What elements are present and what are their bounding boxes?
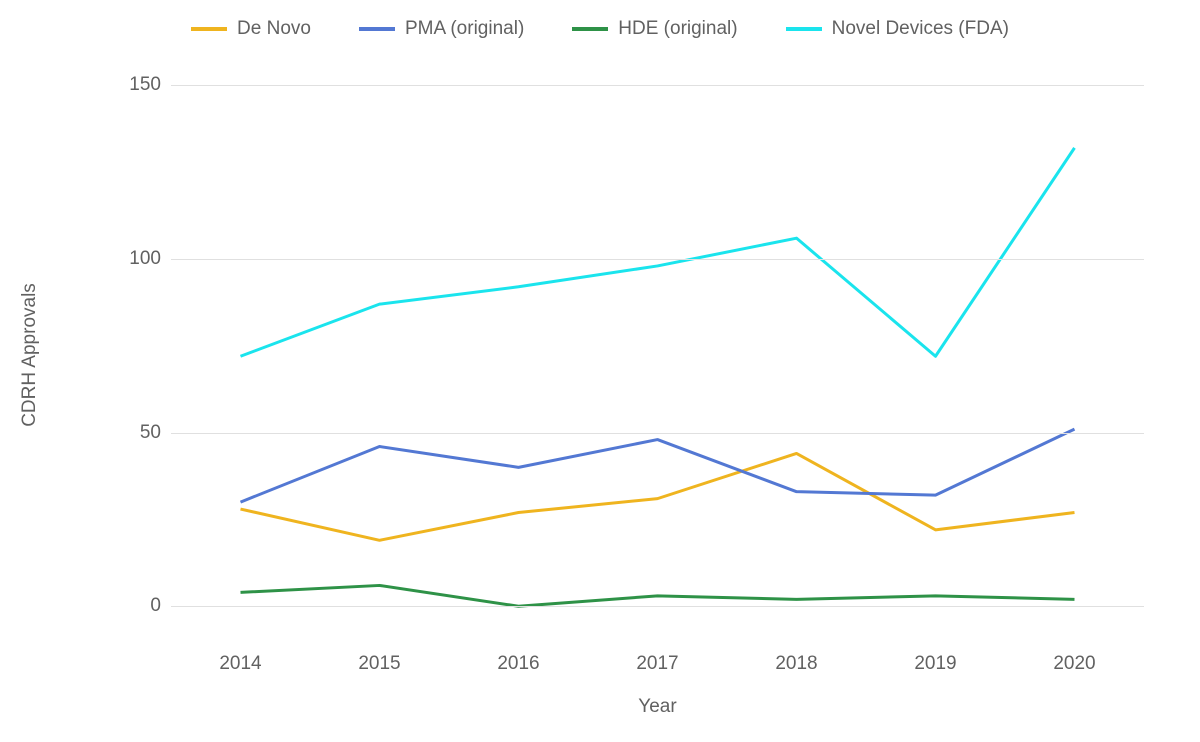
x-tick-label: 2018 bbox=[775, 653, 817, 675]
legend-swatch bbox=[191, 27, 227, 31]
y-axis-label: CDRH Approvals bbox=[19, 283, 41, 427]
legend-label: De Novo bbox=[237, 18, 311, 40]
x-axis-label: Year bbox=[638, 696, 676, 718]
series-line bbox=[241, 148, 1075, 356]
series-line bbox=[241, 429, 1075, 502]
legend-item[interactable]: Novel Devices (FDA) bbox=[786, 18, 1009, 40]
series-line bbox=[241, 453, 1075, 540]
legend-label: Novel Devices (FDA) bbox=[832, 18, 1009, 40]
chart-lines bbox=[171, 68, 1144, 641]
series-line bbox=[241, 585, 1075, 606]
plot-area: 0501001502014201520162017201820192020 bbox=[171, 68, 1144, 641]
legend-item[interactable]: PMA (original) bbox=[359, 18, 524, 40]
gridline bbox=[171, 259, 1144, 260]
legend-label: HDE (original) bbox=[618, 18, 737, 40]
legend-swatch bbox=[359, 27, 395, 31]
x-tick-label: 2014 bbox=[219, 653, 261, 675]
y-tick-label: 50 bbox=[140, 422, 161, 444]
chart-legend: De Novo PMA (original) HDE (original) Novel… bbox=[0, 18, 1200, 40]
legend-item[interactable]: De Novo bbox=[191, 18, 311, 40]
y-tick-label: 0 bbox=[150, 595, 161, 617]
gridline bbox=[171, 85, 1144, 86]
legend-item[interactable]: HDE (original) bbox=[572, 18, 737, 40]
x-tick-label: 2019 bbox=[914, 653, 956, 675]
legend-swatch bbox=[572, 27, 608, 31]
x-tick-label: 2017 bbox=[636, 653, 678, 675]
gridline bbox=[171, 606, 1144, 607]
x-tick-label: 2016 bbox=[497, 653, 539, 675]
legend-label: PMA (original) bbox=[405, 18, 524, 40]
gridline bbox=[171, 433, 1144, 434]
y-tick-label: 100 bbox=[129, 248, 161, 270]
x-tick-label: 2020 bbox=[1053, 653, 1095, 675]
line-chart: De Novo PMA (original) HDE (original) Novel… bbox=[0, 0, 1200, 742]
y-tick-label: 150 bbox=[129, 74, 161, 96]
legend-swatch bbox=[786, 27, 822, 31]
x-tick-label: 2015 bbox=[358, 653, 400, 675]
